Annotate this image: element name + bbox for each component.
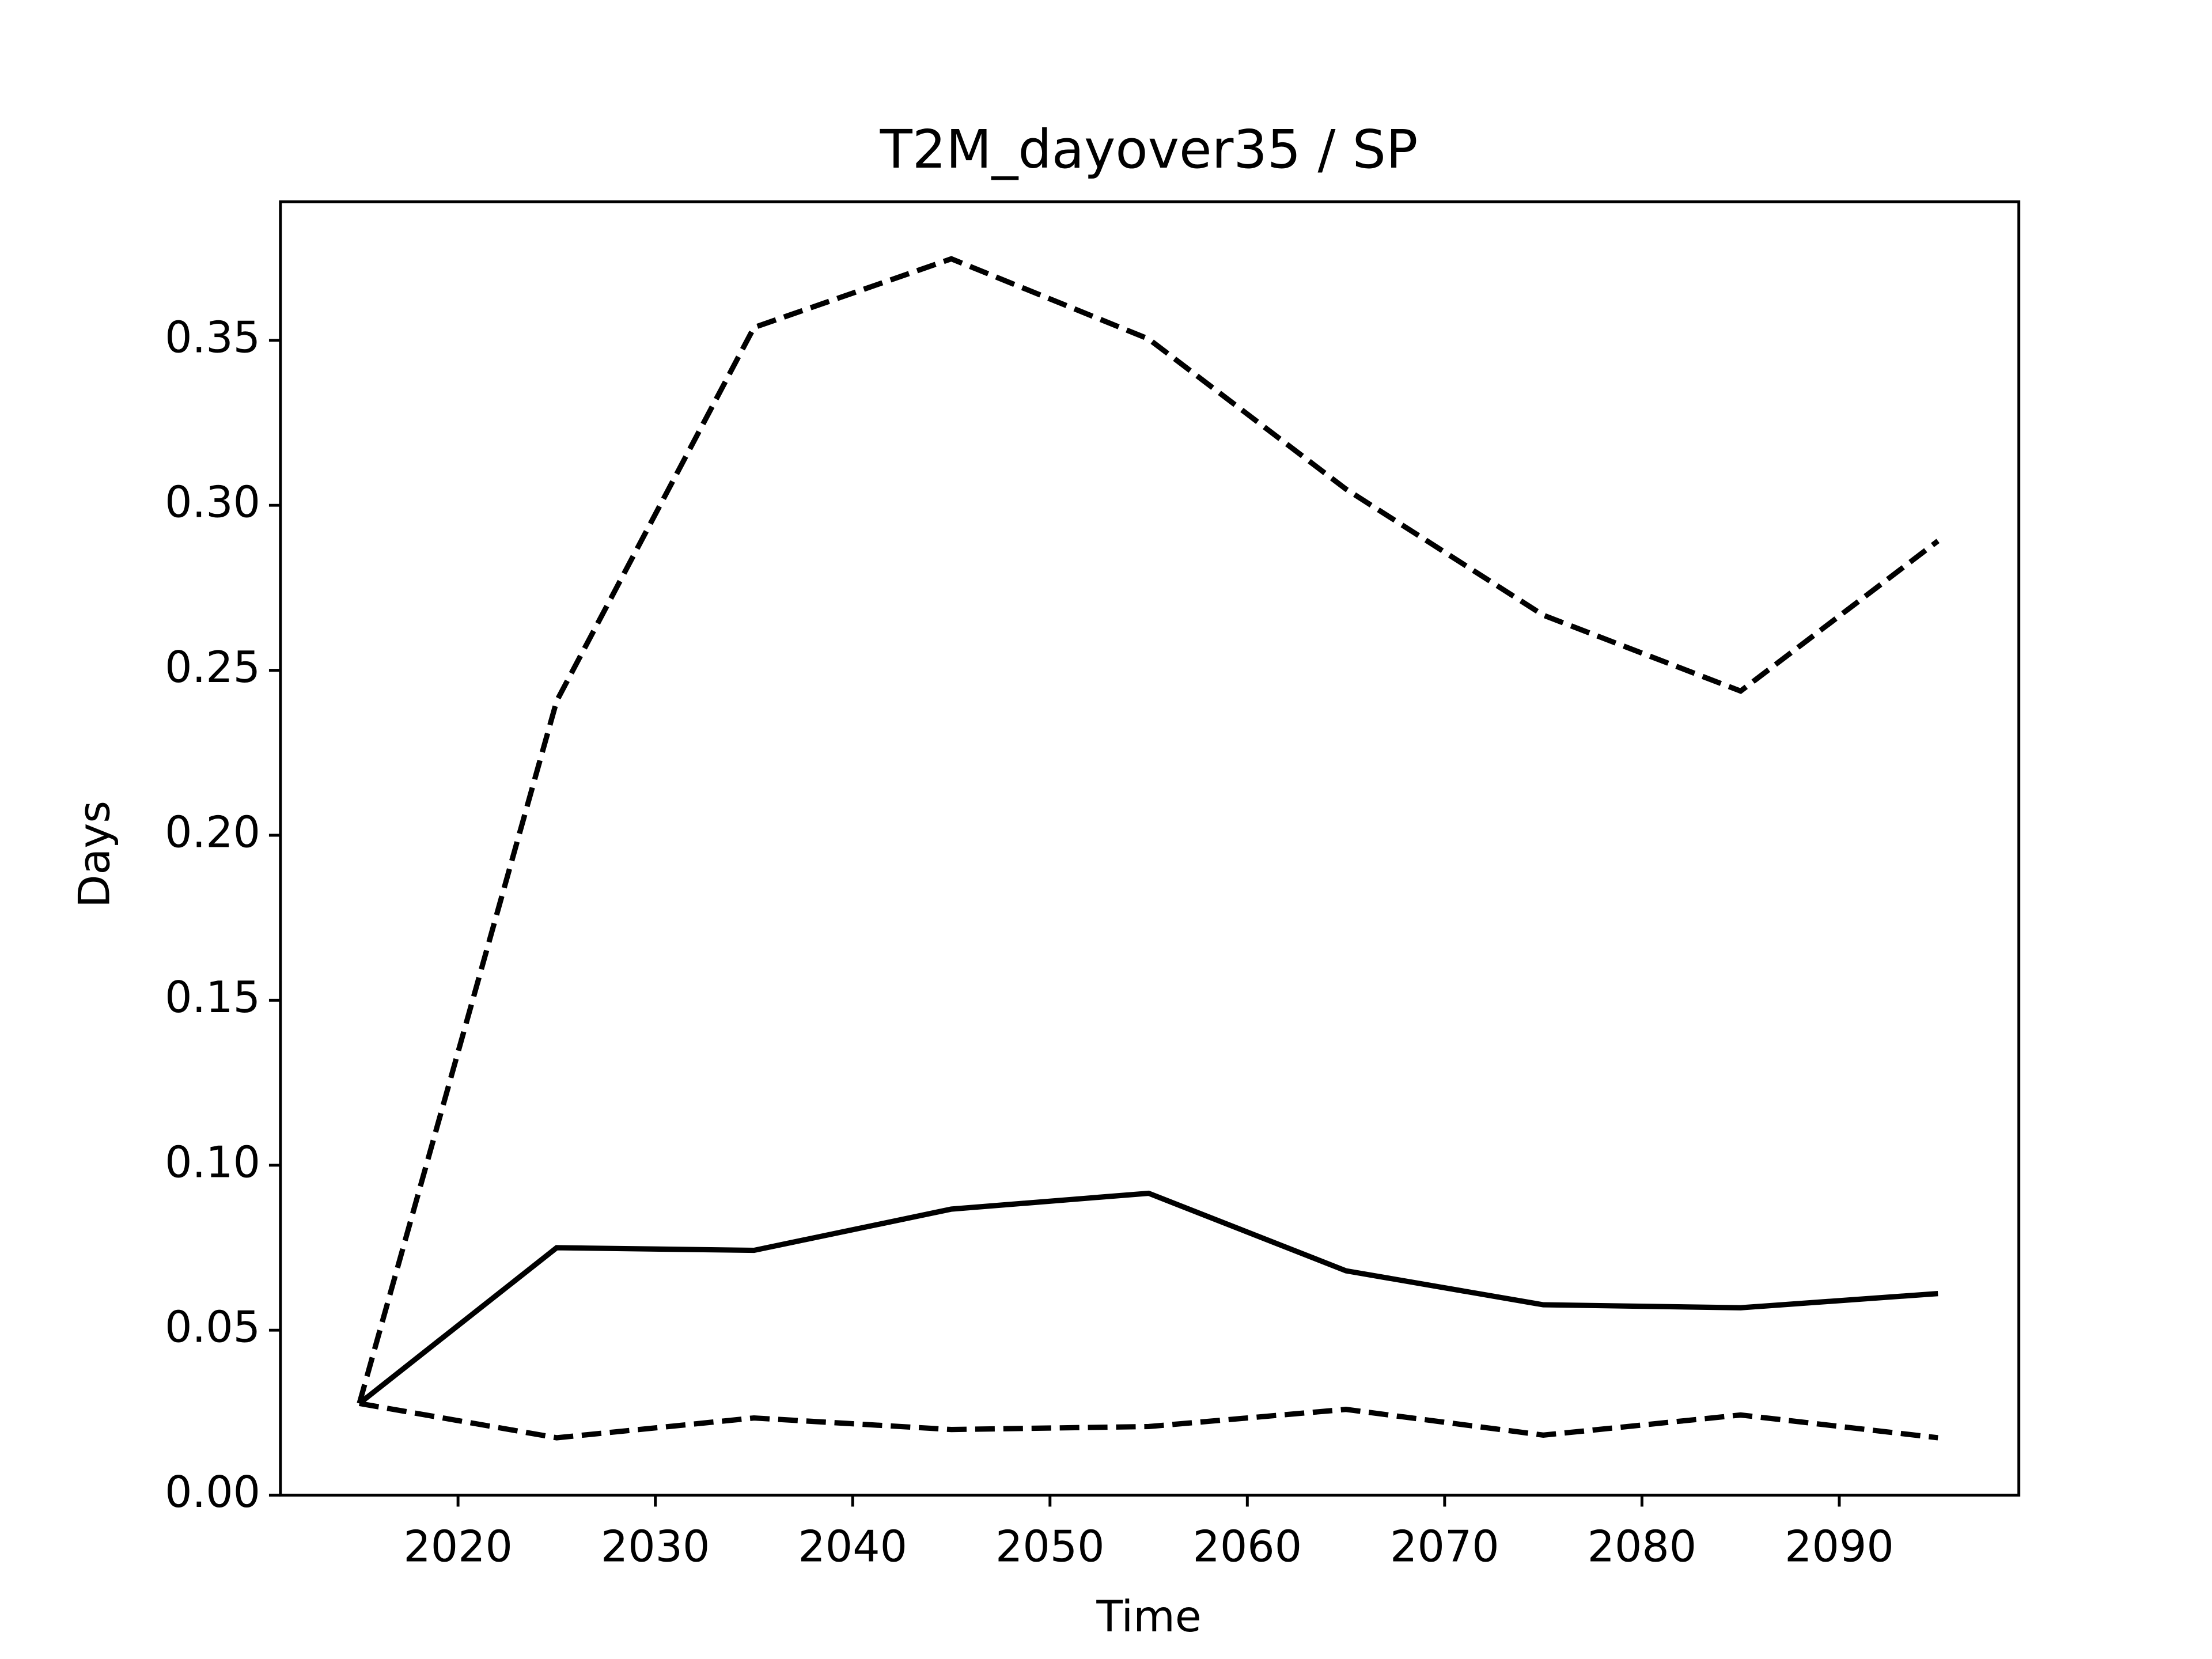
x-tick-label: 2050 xyxy=(995,1521,1105,1571)
y-tick-label: 0.35 xyxy=(165,312,260,362)
y-tick-label: 0.00 xyxy=(165,1467,260,1517)
y-tick-label: 0.10 xyxy=(165,1137,260,1187)
y-tick-label: 0.30 xyxy=(165,478,260,528)
x-tick-label: 2080 xyxy=(1588,1521,1697,1571)
x-tick-label: 2020 xyxy=(403,1521,513,1571)
y-axis-label: Days xyxy=(69,801,119,908)
y-tick-label: 0.05 xyxy=(165,1302,260,1353)
chart-title: T2M_dayover35 / SP xyxy=(880,119,1418,180)
y-tick-label: 0.25 xyxy=(165,642,260,692)
x-tick-label: 2040 xyxy=(798,1521,907,1571)
series-line xyxy=(357,256,1940,1404)
x-tick-label: 2090 xyxy=(1785,1521,1894,1571)
y-tick-label: 0.15 xyxy=(165,972,260,1022)
plot-frame xyxy=(279,200,2021,1497)
series-line xyxy=(358,1190,1938,1406)
x-axis-label: Time xyxy=(1096,1592,1201,1642)
x-tick-label: 2030 xyxy=(601,1521,710,1571)
series-line xyxy=(359,1400,1938,1441)
x-tick-label: 2060 xyxy=(1193,1521,1302,1571)
y-tick-label: 0.20 xyxy=(165,807,260,857)
x-tick-label: 2070 xyxy=(1390,1521,1499,1571)
